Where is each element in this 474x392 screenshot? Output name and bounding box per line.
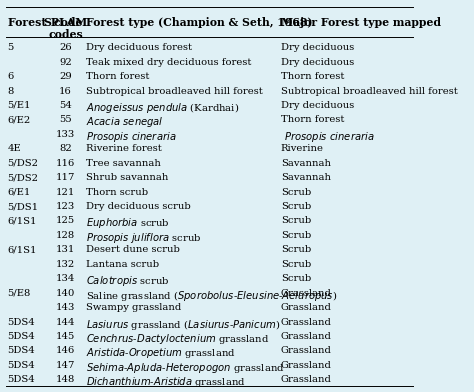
Text: $\it{Euphorbia}$ scrub: $\it{Euphorbia}$ scrub [86, 216, 170, 230]
Text: 6/E1: 6/E1 [8, 188, 31, 197]
Text: 144: 144 [56, 318, 75, 327]
Text: 5/DS1: 5/DS1 [8, 202, 39, 211]
Text: 5DS4: 5DS4 [8, 318, 36, 327]
Text: 5/E1: 5/E1 [8, 101, 31, 110]
Text: Dry deciduous: Dry deciduous [281, 101, 354, 110]
Text: Shrub savannah: Shrub savannah [86, 173, 169, 182]
Text: Tree savannah: Tree savannah [86, 159, 161, 168]
Text: 54: 54 [59, 101, 72, 110]
Text: Subtropical broadleaved hill forest: Subtropical broadleaved hill forest [281, 87, 457, 96]
Text: Savannah: Savannah [281, 173, 331, 182]
Text: 82: 82 [59, 144, 72, 153]
Text: 5DS4: 5DS4 [8, 361, 36, 370]
Text: 121: 121 [56, 188, 75, 197]
Text: 116: 116 [56, 159, 75, 168]
Text: Scrub: Scrub [281, 231, 311, 240]
Text: 5DS4: 5DS4 [8, 347, 36, 356]
Text: $\it{Prosopis\ juliflora}$ scrub: $\it{Prosopis\ juliflora}$ scrub [86, 231, 202, 245]
Text: Grassland: Grassland [281, 361, 332, 370]
Text: 5/DS2: 5/DS2 [8, 173, 38, 182]
Text: SPLAM
codes: SPLAM codes [44, 16, 88, 40]
Text: Grassland: Grassland [281, 332, 332, 341]
Text: 145: 145 [56, 332, 75, 341]
Text: 5/E8: 5/E8 [8, 289, 31, 298]
Text: Thorn scrub: Thorn scrub [86, 188, 148, 197]
Text: Scrub: Scrub [281, 274, 311, 283]
Text: Thorn forest: Thorn forest [281, 115, 344, 124]
Text: 5DS4: 5DS4 [8, 376, 36, 385]
Text: Scrub: Scrub [281, 202, 311, 211]
Text: 6/E2: 6/E2 [8, 115, 31, 124]
Text: Riverine: Riverine [281, 144, 324, 153]
Text: 6/1S1: 6/1S1 [8, 245, 37, 254]
Text: $\it{Aristida}$-$\it{Oropetium}$ grassland: $\it{Aristida}$-$\it{Oropetium}$ grassla… [86, 347, 236, 361]
Text: Grassland: Grassland [281, 303, 332, 312]
Text: Forest type (Champion & Seth, 1968): Forest type (Champion & Seth, 1968) [86, 16, 313, 27]
Text: 125: 125 [56, 216, 75, 225]
Text: $\it{Prosopis\ cineraria}$: $\it{Prosopis\ cineraria}$ [281, 130, 374, 144]
Text: Scrub: Scrub [281, 260, 311, 269]
Text: 140: 140 [56, 289, 75, 298]
Text: 8: 8 [8, 87, 14, 96]
Text: Lantana scrub: Lantana scrub [86, 260, 159, 269]
Text: Desert dune scrub: Desert dune scrub [86, 245, 180, 254]
Text: 148: 148 [56, 376, 75, 385]
Text: Major Forest type mapped: Major Forest type mapped [281, 16, 441, 27]
Text: 5: 5 [8, 43, 14, 52]
Text: 26: 26 [59, 43, 72, 52]
Text: Scrub: Scrub [281, 188, 311, 197]
Text: 55: 55 [59, 115, 72, 124]
Text: Swampy grassland: Swampy grassland [86, 303, 182, 312]
Text: $\it{Dichanthium}$-$\it{Aristida}$ grassland: $\it{Dichanthium}$-$\it{Aristida}$ grass… [86, 376, 246, 389]
Text: 143: 143 [56, 303, 75, 312]
Text: 146: 146 [56, 347, 75, 356]
Text: Scrub: Scrub [281, 216, 311, 225]
Text: Grassland: Grassland [281, 347, 332, 356]
Text: 117: 117 [56, 173, 75, 182]
Text: $\it{Cenchrus}$-$\it{Dactyloctenium}$ grassland: $\it{Cenchrus}$-$\it{Dactyloctenium}$ gr… [86, 332, 270, 346]
Text: Thorn forest: Thorn forest [86, 72, 150, 81]
Text: Dry deciduous forest: Dry deciduous forest [86, 43, 192, 52]
Text: Subtropical broadleaved hill forest: Subtropical broadleaved hill forest [86, 87, 263, 96]
Text: 133: 133 [56, 130, 75, 139]
Text: $\it{Acacia\ senegal}$: $\it{Acacia\ senegal}$ [86, 115, 164, 129]
Text: Riverine forest: Riverine forest [86, 144, 162, 153]
Text: 6: 6 [8, 72, 14, 81]
Text: 5/DS2: 5/DS2 [8, 159, 38, 168]
Text: Grassland: Grassland [281, 289, 332, 298]
Text: $\it{Anogeissus\ pendula}$ (Kardhai): $\it{Anogeissus\ pendula}$ (Kardhai) [86, 101, 239, 115]
Text: 134: 134 [56, 274, 75, 283]
Text: $\it{Calotropis}$ scrub: $\it{Calotropis}$ scrub [86, 274, 170, 288]
Text: Saline grassland ($\it{Sporobolus}$-$\it{Eleusine}$-$\it{Aeluropus}$): Saline grassland ($\it{Sporobolus}$-$\it… [86, 289, 337, 303]
Text: 128: 128 [56, 231, 75, 240]
Text: 16: 16 [59, 87, 72, 96]
Text: Thorn forest: Thorn forest [281, 72, 344, 81]
Text: 131: 131 [56, 245, 75, 254]
Text: Teak mixed dry deciduous forest: Teak mixed dry deciduous forest [86, 58, 252, 67]
Text: Dry deciduous scrub: Dry deciduous scrub [86, 202, 191, 211]
Text: 147: 147 [56, 361, 75, 370]
Text: 5DS4: 5DS4 [8, 332, 36, 341]
Text: Grassland: Grassland [281, 376, 332, 385]
Text: 123: 123 [56, 202, 75, 211]
Text: $\it{Sehima}$-$\it{Apluda}$-$\it{Heteropogon}$ grassland: $\it{Sehima}$-$\it{Apluda}$-$\it{Heterop… [86, 361, 285, 375]
Text: Grassland: Grassland [281, 318, 332, 327]
Text: Dry deciduous: Dry deciduous [281, 43, 354, 52]
Text: Dry deciduous: Dry deciduous [281, 58, 354, 67]
Text: 6/1S1: 6/1S1 [8, 216, 37, 225]
Text: 92: 92 [59, 58, 72, 67]
Text: 132: 132 [56, 260, 75, 269]
Text: Forest  code: Forest code [8, 16, 82, 27]
Text: Scrub: Scrub [281, 245, 311, 254]
Text: Savannah: Savannah [281, 159, 331, 168]
Text: $\it{Prosopis\ cineraria}$: $\it{Prosopis\ cineraria}$ [86, 130, 177, 144]
Text: $\it{Lasiurus}$ grassland ($\it{Lasiurus}$-$\it{Panicum}$): $\it{Lasiurus}$ grassland ($\it{Lasiurus… [86, 318, 281, 332]
Text: 29: 29 [59, 72, 72, 81]
Text: 4E: 4E [8, 144, 21, 153]
